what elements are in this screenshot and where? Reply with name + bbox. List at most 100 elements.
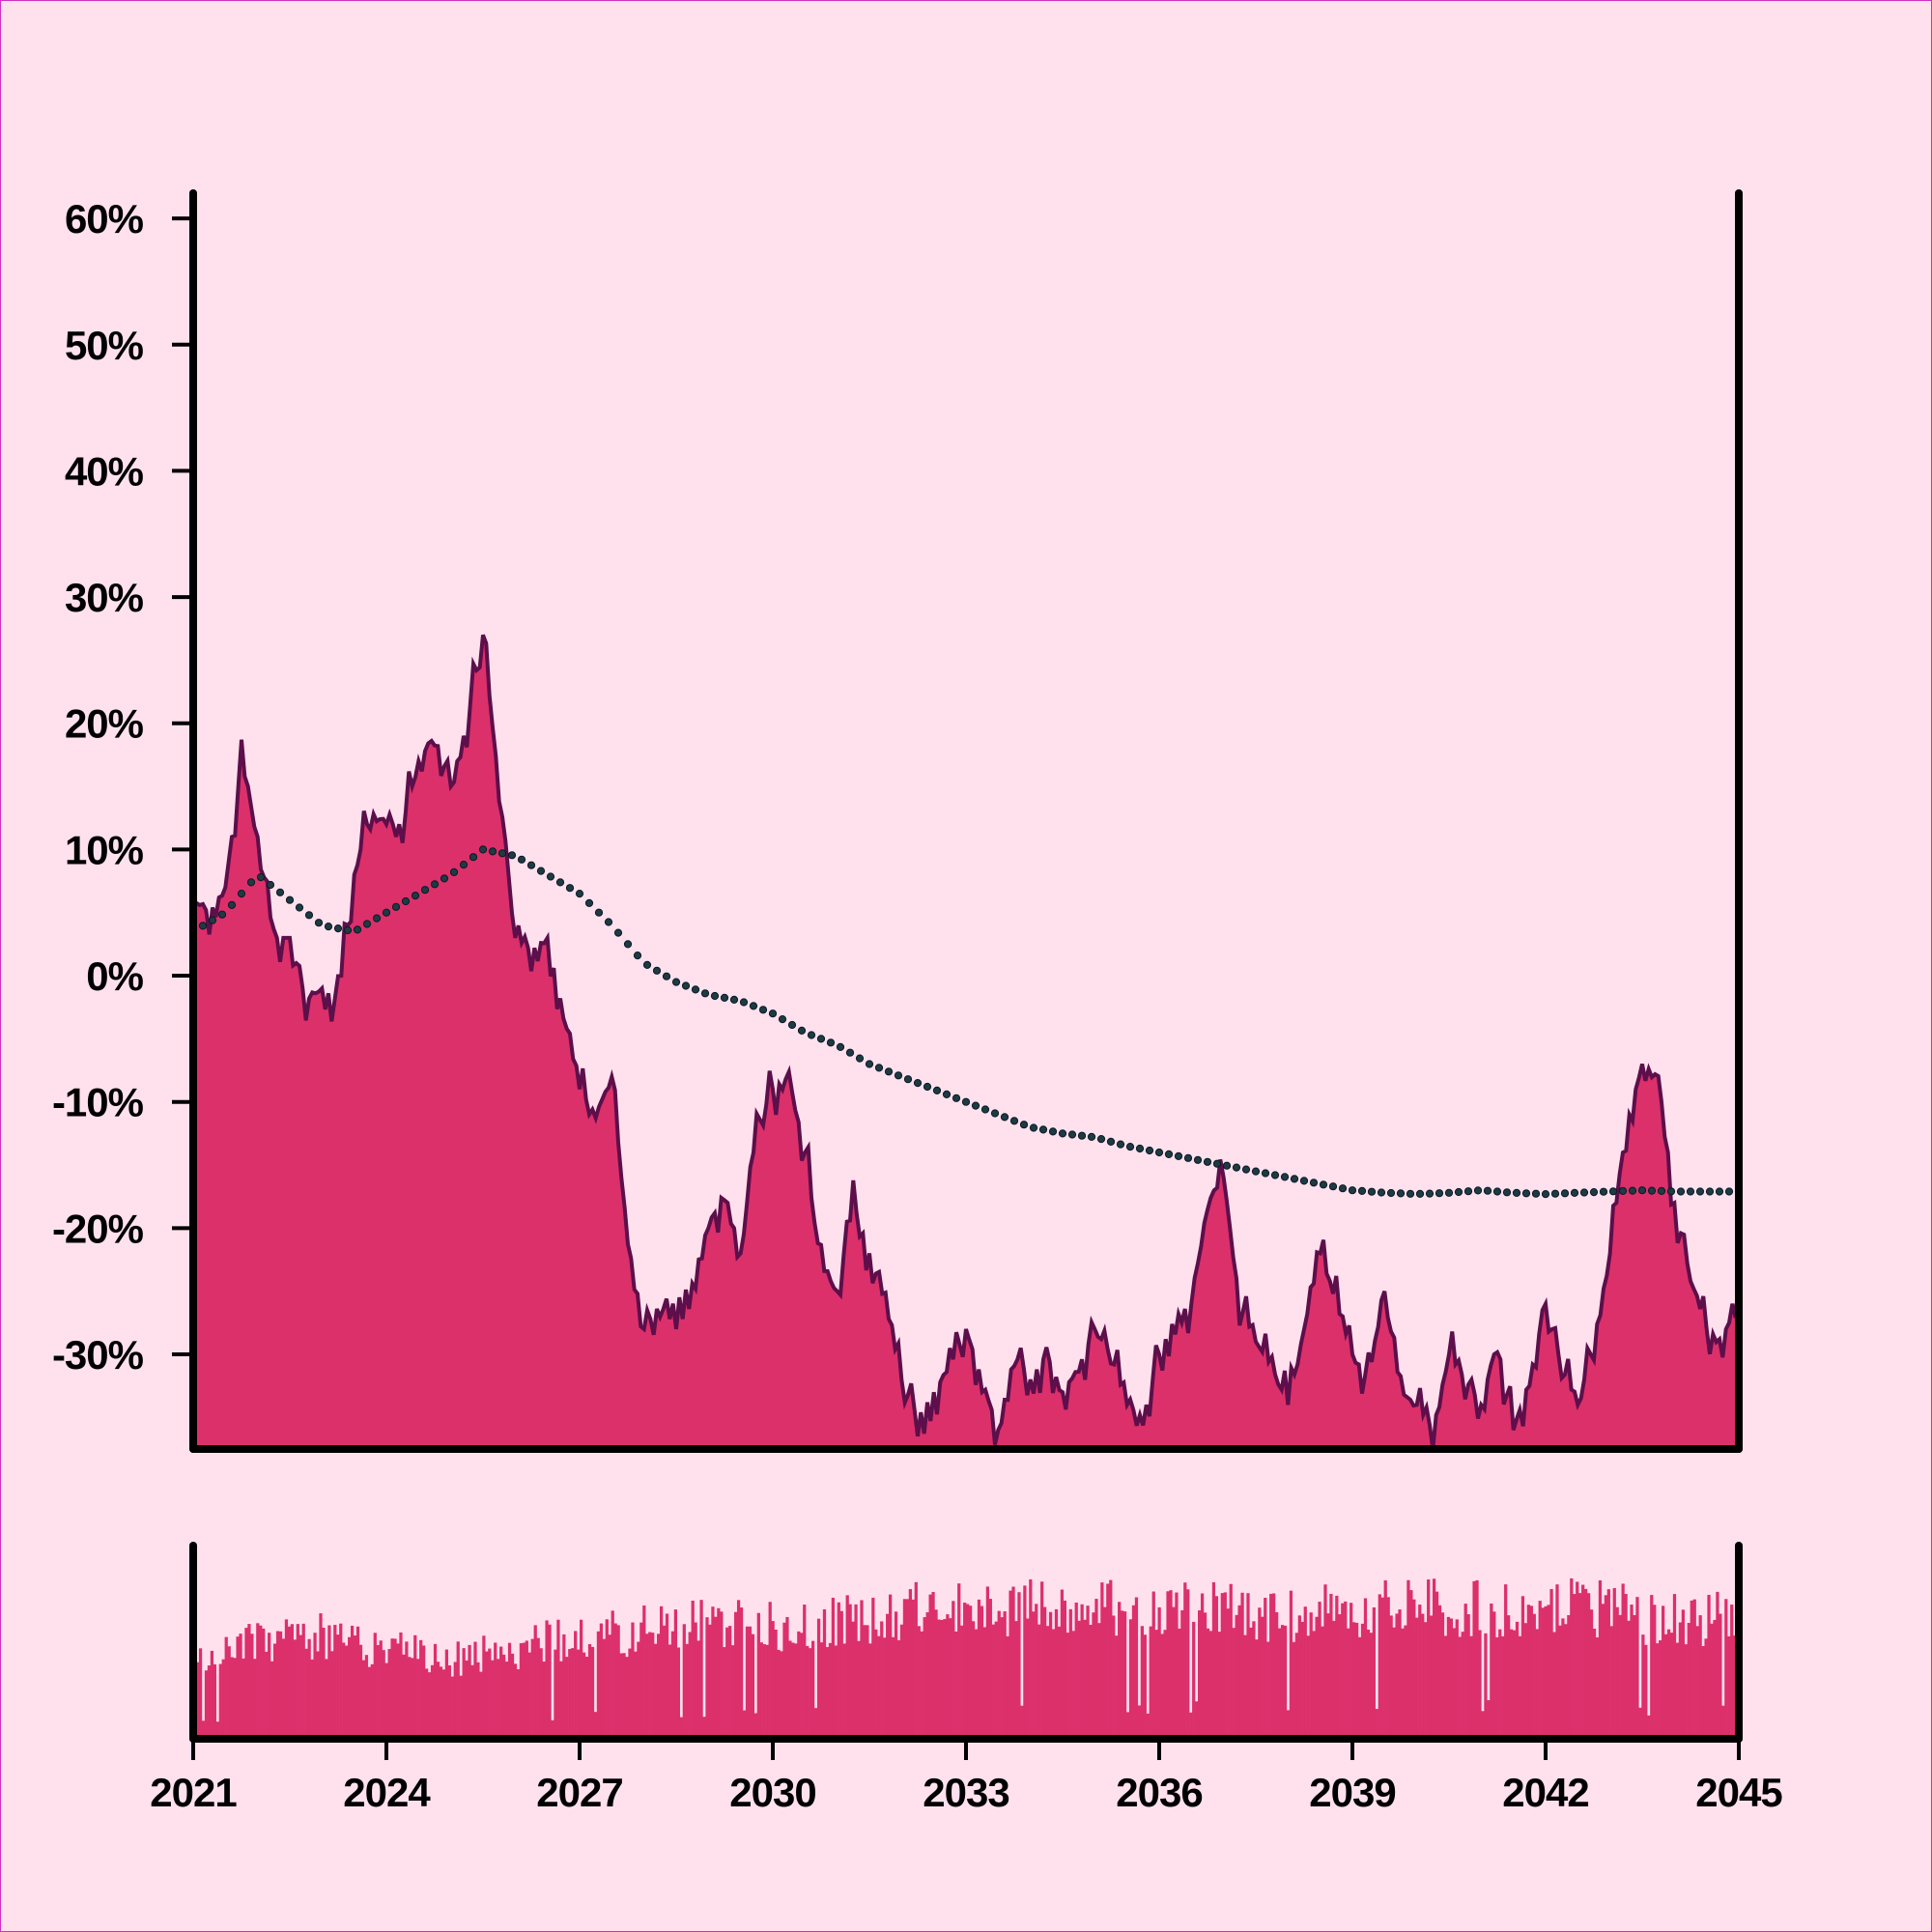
- volume-bar: [1573, 1594, 1577, 1739]
- volume-bar: [1592, 1628, 1597, 1739]
- volume-bar: [1286, 1710, 1291, 1739]
- trend-dot: [787, 1020, 797, 1030]
- volume-bar: [301, 1623, 305, 1739]
- volume-bar: [702, 1717, 706, 1739]
- x-tick-label: 2030: [729, 1770, 815, 1815]
- volume-bar: [1409, 1590, 1413, 1739]
- volume-bar: [1003, 1611, 1007, 1739]
- volume-bar: [739, 1607, 744, 1739]
- volume-bar: [580, 1619, 583, 1739]
- volume-bar: [1378, 1594, 1381, 1739]
- trend-dot: [1067, 1130, 1077, 1139]
- volume-bar: [1261, 1616, 1264, 1739]
- trend-dot: [1599, 1187, 1608, 1196]
- trend-dot: [362, 920, 372, 928]
- trend-dot: [691, 985, 700, 994]
- volume-bar: [1532, 1613, 1536, 1739]
- volume-bar: [1624, 1594, 1628, 1739]
- trend-dot: [1000, 1113, 1009, 1122]
- trend-dot: [990, 1109, 1000, 1118]
- volume-bar: [1097, 1623, 1101, 1739]
- volume-bar: [479, 1671, 483, 1739]
- volume-bar: [502, 1654, 506, 1739]
- volume-bar: [1707, 1595, 1711, 1739]
- volume-bar: [1074, 1602, 1078, 1739]
- volume-bar: [639, 1622, 643, 1739]
- volume-bar: [1086, 1605, 1090, 1739]
- volume-bar: [991, 1624, 995, 1739]
- volume-bar: [1000, 1617, 1004, 1739]
- volume-bar: [519, 1643, 524, 1739]
- volume-bar: [977, 1599, 981, 1739]
- volume-bar: [361, 1660, 366, 1739]
- trend-dot: [1367, 1187, 1377, 1196]
- volume-bar: [782, 1622, 786, 1739]
- volume-bar: [648, 1632, 652, 1739]
- volume-bar: [673, 1609, 678, 1739]
- volume-bar: [1192, 1621, 1196, 1739]
- trend-dot: [642, 960, 652, 970]
- volume-bar: [587, 1644, 592, 1739]
- volume-bar: [210, 1650, 214, 1739]
- volume-bar: [670, 1631, 675, 1739]
- trend-dot: [1444, 1188, 1454, 1197]
- trend-dot: [845, 1048, 855, 1057]
- trend-dot: [604, 918, 613, 926]
- area-line: [191, 634, 1741, 1450]
- trend-dot: [1386, 1188, 1396, 1198]
- volume-bar: [382, 1650, 385, 1739]
- volume-bar: [842, 1643, 846, 1739]
- volume-bar: [622, 1653, 626, 1739]
- volume-bar: [1618, 1614, 1622, 1739]
- volume-bar: [213, 1663, 216, 1739]
- volume-bar: [1662, 1605, 1665, 1739]
- volume-bar: [596, 1631, 601, 1739]
- volume-bar: [1437, 1605, 1442, 1739]
- volume-bar: [899, 1624, 904, 1739]
- volume-bar: [1166, 1591, 1170, 1739]
- volume-bar: [731, 1645, 735, 1739]
- volume-bar: [1266, 1641, 1270, 1739]
- trend-dot: [1096, 1135, 1106, 1144]
- volume-bar: [1630, 1605, 1634, 1739]
- volume-bar: [1338, 1614, 1342, 1739]
- volume-bar: [1701, 1646, 1705, 1739]
- volume-bar: [562, 1634, 566, 1739]
- volume-bar: [777, 1649, 781, 1739]
- volume-bar: [871, 1597, 875, 1739]
- volume-bar: [1315, 1616, 1319, 1739]
- trend-dot: [1666, 1187, 1676, 1196]
- volume-bar: [642, 1605, 646, 1739]
- trend-dot: [1637, 1186, 1647, 1195]
- trend-dot: [1212, 1159, 1222, 1168]
- trend-dot: [1348, 1186, 1357, 1195]
- volume-bar: [1200, 1593, 1205, 1739]
- trend-dot: [1686, 1187, 1695, 1196]
- trend-dot: [1183, 1153, 1193, 1162]
- volume-bar: [1032, 1611, 1036, 1739]
- volume-bar: [1727, 1635, 1731, 1739]
- volume-bar: [665, 1613, 669, 1739]
- trend-dot: [1125, 1143, 1135, 1151]
- volume-bar: [1404, 1625, 1407, 1739]
- trend-dot: [758, 1006, 768, 1014]
- volume-bar: [720, 1611, 724, 1739]
- volume-bar: [444, 1649, 448, 1739]
- volume-bar: [195, 1662, 200, 1739]
- trend-dot: [1435, 1189, 1444, 1198]
- volume-bar: [355, 1626, 360, 1739]
- volume-bar: [822, 1608, 827, 1739]
- volume-bar: [1208, 1631, 1213, 1739]
- volume-bar: [207, 1665, 212, 1739]
- volume-bar: [499, 1646, 503, 1739]
- volume-bar: [1232, 1628, 1236, 1739]
- volume-bar: [619, 1653, 623, 1739]
- volume-bar: [327, 1625, 331, 1739]
- volume-bar: [387, 1649, 391, 1739]
- volume-bar: [1277, 1628, 1282, 1739]
- volume-bar: [548, 1624, 552, 1739]
- volume-bar: [1440, 1612, 1445, 1739]
- volume-bar: [1724, 1599, 1728, 1739]
- volume-bar: [1487, 1700, 1491, 1739]
- volume-bar: [1372, 1606, 1376, 1739]
